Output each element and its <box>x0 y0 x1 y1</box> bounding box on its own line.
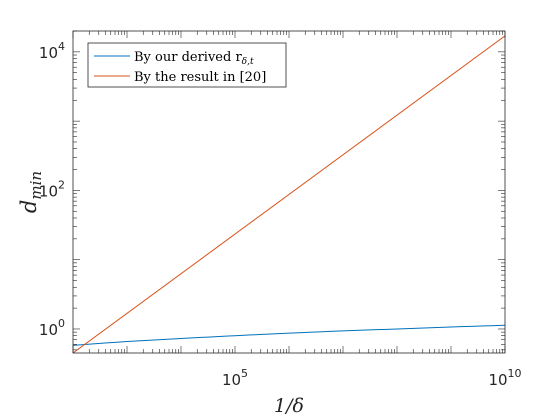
y-tick-label: 104 <box>39 40 65 62</box>
y-tick-base: 10 <box>39 182 58 200</box>
legend: By our derived rδ,t By the result in [20] <box>87 42 287 88</box>
legend-label-subscript: δ,t <box>242 57 254 67</box>
y-tick-base: 10 <box>39 321 58 339</box>
y-tick-label: 102 <box>39 178 65 200</box>
y-axis-label: dmin <box>17 171 45 213</box>
x-tick-base: 10 <box>488 371 507 389</box>
x-tick-label: 105 <box>222 367 248 389</box>
y-tick-label: 100 <box>39 317 65 339</box>
legend-entry-1: By our derived rδ,t <box>134 50 254 67</box>
series-line-1 <box>73 324 505 346</box>
x-tick-exponent: 10 <box>508 367 522 380</box>
legend-box <box>87 42 287 88</box>
x-tick-exponent: 5 <box>241 367 248 380</box>
y-tick-exponent: 4 <box>58 40 65 53</box>
x-tick-base: 10 <box>222 371 241 389</box>
legend-label: By our derived r <box>134 50 242 65</box>
series-line-2 <box>73 35 505 353</box>
x-tick-label: 1010 <box>488 367 521 389</box>
x-axis-label-text: 1/δ <box>274 395 304 417</box>
x-axis-label: 1/δ <box>274 395 304 417</box>
axis-labels: 1/δ dmin <box>17 171 304 417</box>
y-tick-exponent: 0 <box>58 317 65 330</box>
series-lines <box>73 35 505 353</box>
y-tick-base: 10 <box>39 44 58 62</box>
legend-entry-2: By the result in [20] <box>134 70 266 85</box>
legend-label: By the result in [20] <box>134 70 266 85</box>
y-axis-label-main: d <box>17 200 41 213</box>
y-tick-exponent: 2 <box>58 178 65 191</box>
y-axis-label-sub: min <box>27 171 45 200</box>
